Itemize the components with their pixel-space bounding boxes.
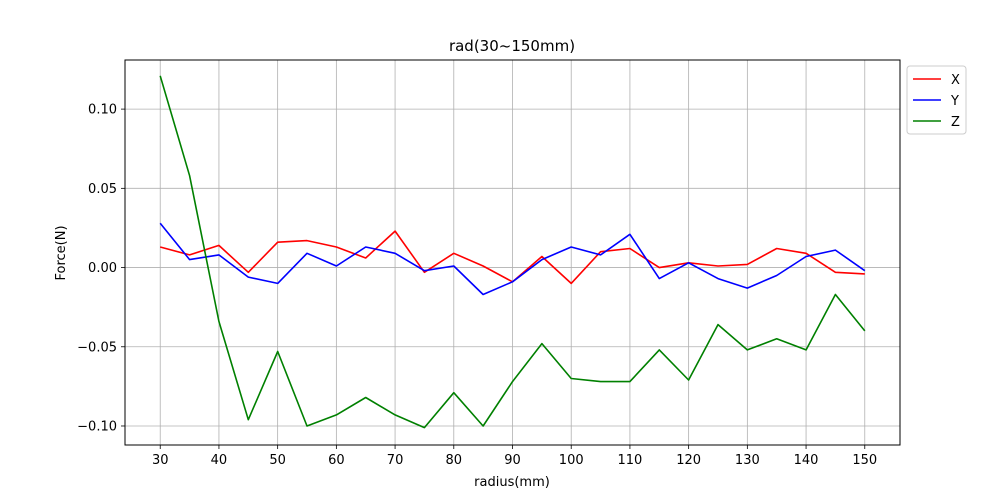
y-tick-label: 0.10 <box>88 103 117 118</box>
y-axis: −0.10 −0.05 0.00 0.05 0.10 <box>77 103 125 434</box>
y-tick-label: 0.00 <box>88 261 117 276</box>
x-tick-label: 140 <box>794 453 819 468</box>
legend-label-y: Y <box>950 94 959 109</box>
x-tick-label: 30 <box>152 453 169 468</box>
legend-label-x: X <box>951 73 960 88</box>
y-axis-label: Force(N) <box>54 225 69 280</box>
x-tick-label: 110 <box>618 453 643 468</box>
x-tick-label: 40 <box>211 453 228 468</box>
series-line-z <box>159 75 866 429</box>
grid <box>125 60 900 445</box>
chart-title: rad(30~150mm) <box>449 37 575 55</box>
legend-label-z: Z <box>951 115 960 130</box>
x-tick-label: 70 <box>387 453 404 468</box>
x-tick-label: 90 <box>504 453 521 468</box>
x-tick-label: 50 <box>269 453 286 468</box>
x-tick-label: 60 <box>328 453 345 468</box>
x-axis: 30 40 50 60 70 80 90 100 110 120 130 140 150 <box>152 445 877 468</box>
x-tick-label: 80 <box>446 453 463 468</box>
series-line-y <box>159 222 866 296</box>
y-tick-label: −0.10 <box>77 419 117 434</box>
x-tick-label: 100 <box>559 453 584 468</box>
legend: XYZ <box>906 65 967 135</box>
y-tick-label: 0.05 <box>88 182 117 197</box>
series-lines <box>159 75 866 429</box>
x-tick-label: 150 <box>852 453 877 468</box>
y-tick-label: −0.05 <box>77 340 117 355</box>
x-axis-label: radius(mm) <box>474 475 550 490</box>
x-tick-label: 130 <box>735 453 760 468</box>
x-tick-label: 120 <box>676 453 701 468</box>
